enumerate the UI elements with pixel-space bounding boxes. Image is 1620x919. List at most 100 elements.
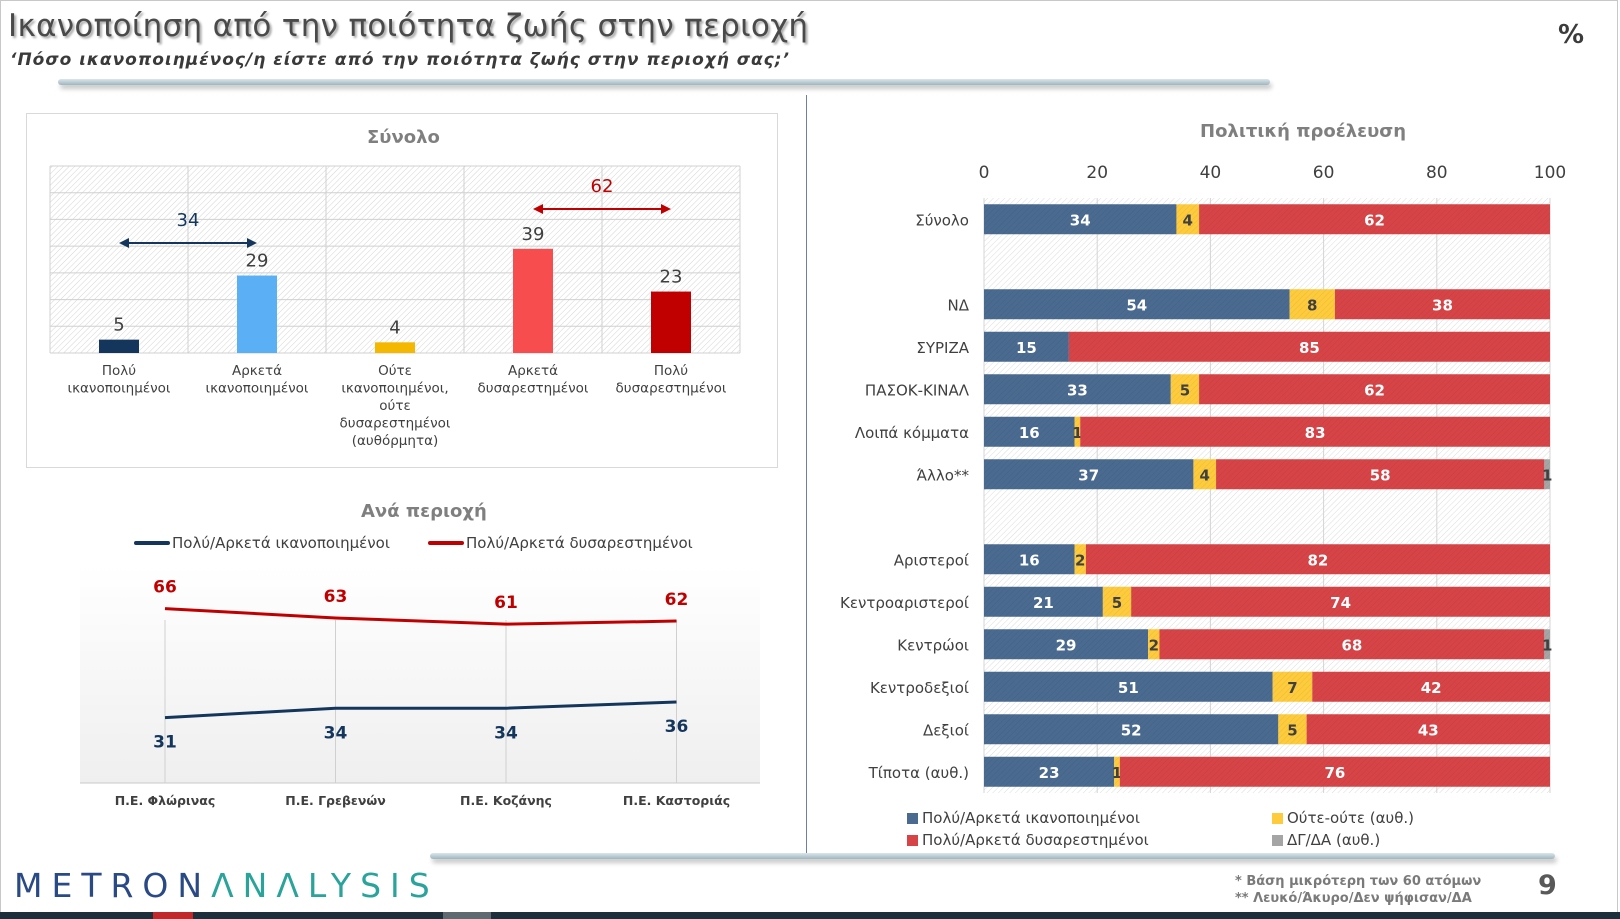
series-line (164, 607, 677, 626)
bar-segment-texture (1080, 416, 1550, 447)
bar-segment-texture (984, 714, 1279, 745)
bottom-bar-accent-red (153, 912, 193, 919)
category-label: δυσαρεστημένοι (616, 381, 727, 397)
category-label: ικανοποιημένοι, (341, 381, 448, 397)
logo-part-metron: METRON (14, 866, 212, 905)
segment-value-label: 62 (1364, 211, 1385, 229)
bar-segment-texture (1199, 374, 1550, 405)
series-line (164, 700, 677, 720)
x-tick-label: 20 (1086, 163, 1108, 183)
bar-segment-texture (984, 374, 1171, 405)
segment-value-label: 52 (1121, 721, 1142, 739)
data-label: 36 (665, 717, 689, 737)
bar-segment-texture (984, 204, 1177, 235)
category-label: Πολύ (102, 363, 136, 379)
segment-value-label: 43 (1418, 721, 1439, 739)
category-label: Π.Ε. Κοζάνης (460, 793, 552, 808)
segment-value-label: 23 (1039, 764, 1060, 782)
page-title: Ικανοποίηση από την ποιότητα ζωής στην π… (8, 8, 809, 44)
segment-value-label: 2 (1149, 636, 1159, 654)
span-total-label: 62 (591, 176, 614, 197)
x-tick-label: 0 (979, 163, 990, 183)
row-label: Αριστεροί (894, 551, 969, 569)
segment-value-label: 38 (1432, 296, 1453, 314)
total-chart-title: Σύνολο (367, 127, 440, 148)
x-tick-label: 40 (1200, 163, 1222, 183)
legend-label-hbar-dk: ΔΓ/ΔΑ (αυθ.) (1287, 831, 1381, 849)
bar-segment-texture (1176, 204, 1200, 235)
segment-value-label: 5 (1180, 381, 1190, 399)
bar-segment-texture (1159, 629, 1545, 660)
bar-segment-texture (1170, 374, 1200, 405)
data-label: 61 (494, 593, 518, 613)
bar-segment-texture (1289, 289, 1335, 320)
bar-segment-texture (1085, 544, 1550, 575)
bar-segment-texture (984, 331, 1069, 362)
bar-segment-texture (1216, 459, 1545, 490)
bar-segment-texture (1114, 756, 1120, 787)
legend-label-hbar-neither: Ούτε-ούτε (αυθ.) (1287, 809, 1415, 827)
segment-value-label: 15 (1016, 339, 1037, 357)
political-chart-title: Πολιτική προέλευση (1200, 121, 1407, 142)
legend-swatch-dk (1272, 834, 1283, 846)
segment-value-label: 85 (1299, 339, 1320, 357)
category-label: Π.Ε. Φλώρινας (115, 793, 216, 808)
legend-swatch-neither (1272, 812, 1283, 824)
category-label: (αυθόρμητα) (352, 433, 439, 449)
bar (513, 248, 553, 353)
category-label: Π.Ε. Καστοριάς (623, 793, 730, 808)
bar-segment-texture (984, 416, 1075, 447)
row-label: Σύνολο (915, 211, 969, 229)
region-line-chart: Π.Ε. Φλώρινας Π.Ε. Γρεβενών Π.Ε. Κοζάνης Π.… (80, 565, 760, 808)
bar-segment-texture (984, 671, 1273, 702)
footnote-1: * Βάση μικρότερη των 60 ατόμων (1235, 874, 1482, 889)
category-label: δυσαρεστημένοι (478, 381, 589, 397)
row-label: Λοιπά κόμματα (855, 424, 969, 442)
segment-value-label: 5 (1287, 721, 1297, 739)
bar-segment-texture (1068, 331, 1550, 362)
segment-value-label: 2 (1075, 551, 1085, 569)
total-chart-panel (26, 113, 778, 468)
segment-value-label: 51 (1118, 679, 1139, 697)
row-label: Τίποτα (αυθ.) (868, 764, 969, 782)
legend-hbar-dk: ΔΓ/ΔΑ (αυθ.) (1272, 831, 1380, 849)
category-label: Ούτε (378, 363, 412, 379)
bar-segment-texture (984, 586, 1103, 617)
category-label: ικανοποιημένοι (206, 381, 309, 397)
segment-value-label: 83 (1305, 424, 1326, 442)
segment-value-label: 8 (1307, 296, 1317, 314)
segment-value-label: 1 (1072, 424, 1082, 442)
bar-segment-texture (1193, 459, 1217, 490)
bar-segment-texture (984, 289, 1290, 320)
row-label: Κεντροδεξιοί (870, 679, 969, 697)
x-tick-label: 60 (1313, 163, 1335, 183)
data-label: 63 (324, 587, 348, 607)
legend-label-satisfied: Πολύ/Αρκετά ικανοποιημένοι (172, 534, 390, 552)
row-label: Άλλο** (917, 466, 970, 484)
plot-area (80, 565, 760, 783)
total-bar-chart: 5 Πολύ ικανοποιημένοι 29 Αρκετά ικανοποιημένο… (49, 165, 741, 449)
bar-segment-texture (1312, 671, 1550, 702)
logo-part-analysis: ΛNΛLYSIS (211, 866, 439, 905)
segment-value-label: 62 (1364, 381, 1385, 399)
bar-segment-texture (1334, 289, 1550, 320)
bar-value-label: 5 (113, 315, 124, 336)
segment-value-label: 58 (1370, 466, 1391, 484)
segment-value-label: 4 (1200, 466, 1210, 484)
bar-segment-texture (1102, 586, 1132, 617)
footnotes: * Βάση μικρότερη των 60 ατόμων ** Λευκό/… (1235, 873, 1481, 907)
bar-value-label: 23 (660, 267, 683, 288)
segment-value-label: 5 (1112, 594, 1122, 612)
bar-segment-texture (984, 544, 1075, 575)
segment-value-label: 29 (1056, 636, 1077, 654)
segment-value-label: 76 (1324, 764, 1345, 782)
bar-segment-texture (1119, 756, 1550, 787)
arrow-head-left (533, 204, 543, 214)
segment-value-label: 34 (1070, 211, 1091, 229)
category-label: ούτε (379, 398, 411, 414)
category-label: ικανοποιημένοι (68, 381, 171, 397)
page-number: 9 (1538, 870, 1557, 901)
legend-label-hbar-dissatisfied: Πολύ/Αρκετά δυσαρεστημένοι (922, 831, 1149, 849)
x-tick-label: 80 (1426, 163, 1448, 183)
